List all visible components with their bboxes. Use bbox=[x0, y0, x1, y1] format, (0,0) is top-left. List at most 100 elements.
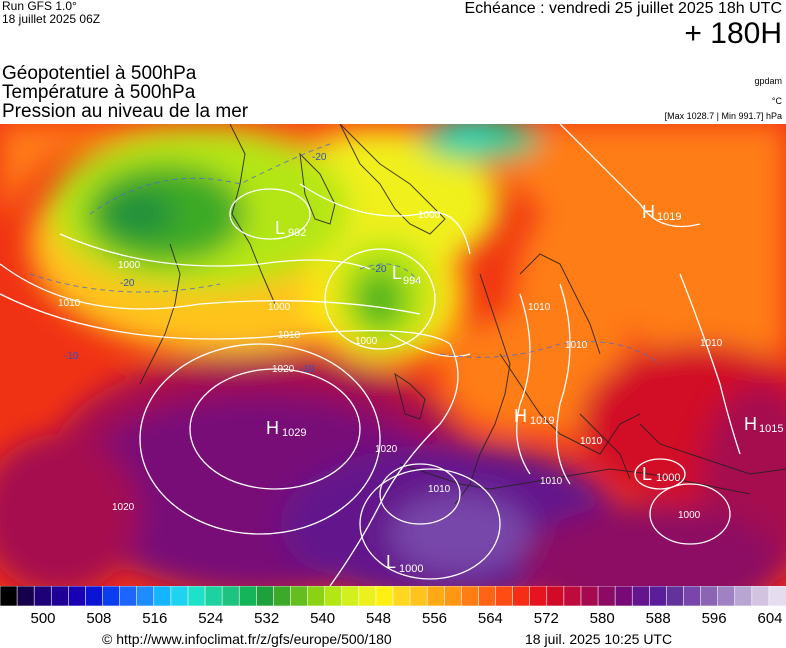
color-swatch bbox=[290, 586, 309, 606]
center-value: 992 bbox=[288, 227, 306, 239]
center-letter: H bbox=[514, 406, 527, 426]
color-swatch bbox=[16, 586, 35, 606]
isobar-label: 1010 bbox=[700, 338, 723, 349]
color-swatch bbox=[478, 586, 497, 606]
isobar-label: 1010 bbox=[58, 298, 81, 309]
run-date: 18 juillet 2025 06Z bbox=[2, 12, 101, 26]
isobar-label: 1010 bbox=[565, 340, 588, 351]
color-swatch bbox=[238, 586, 258, 606]
color-swatch bbox=[204, 586, 223, 606]
color-swatch bbox=[666, 586, 685, 606]
color-swatch bbox=[597, 586, 616, 606]
center-value: 1000 bbox=[399, 563, 423, 575]
center-letter: H bbox=[266, 418, 279, 438]
color-swatch bbox=[563, 586, 582, 606]
color-swatch bbox=[358, 586, 377, 606]
color-swatch bbox=[221, 586, 241, 606]
color-swatch bbox=[580, 586, 599, 606]
center-value: 1000 bbox=[656, 472, 680, 484]
color-swatch bbox=[307, 586, 326, 606]
color-swatch bbox=[341, 586, 360, 606]
color-scale-label: 588 bbox=[645, 610, 671, 627]
center-letter: L bbox=[642, 464, 652, 484]
color-swatch bbox=[273, 586, 292, 606]
isobar-label: 1000 bbox=[678, 510, 701, 521]
color-scale-label: 604 bbox=[757, 610, 783, 627]
isobar-label: 1020 bbox=[112, 502, 135, 513]
isobar-label: 1020 bbox=[375, 444, 398, 455]
center-value: 1019 bbox=[530, 415, 554, 427]
color-scale-label: 500 bbox=[30, 610, 56, 627]
isobar-label: 1010 bbox=[528, 302, 551, 313]
isotherm-label: -20 bbox=[372, 264, 387, 275]
center-letter: L bbox=[392, 263, 402, 283]
isotherm-label: -20 bbox=[312, 152, 327, 163]
color-swatch bbox=[648, 586, 668, 606]
isotherm-label: -10 bbox=[64, 351, 79, 362]
center-value: 1029 bbox=[282, 427, 306, 439]
isobar-labels: 1000 1000 1000 1000 1010 1010 1010 1010 … bbox=[58, 210, 723, 521]
color-swatch bbox=[495, 586, 514, 606]
color-swatch bbox=[170, 586, 189, 606]
color-swatch bbox=[461, 586, 480, 606]
color-scale-label: 540 bbox=[310, 610, 336, 627]
color-swatch bbox=[700, 586, 719, 606]
color-scale-label: 596 bbox=[701, 610, 727, 627]
isobar-label: 1020 bbox=[272, 364, 295, 375]
isobar-label: 1010 bbox=[428, 484, 451, 495]
coastlines bbox=[139, 124, 786, 505]
color-scale-label: 580 bbox=[589, 610, 615, 627]
pressure-range: [Max 1028.7 | Min 991.7] hPa bbox=[664, 111, 782, 121]
isotherm-label: -20 bbox=[120, 278, 135, 289]
color-swatch bbox=[443, 586, 463, 606]
color-swatch bbox=[392, 586, 411, 606]
temperature-isotherms bbox=[29, 143, 661, 365]
color-scale-label: 508 bbox=[86, 610, 112, 627]
credit-date: 18 juil. 2025 10:25 UTC bbox=[525, 631, 673, 647]
temperature-labels: -20 -20 -20 -10 -10 bbox=[64, 152, 387, 375]
color-swatch bbox=[50, 586, 70, 606]
color-swatch bbox=[102, 586, 121, 606]
color-swatch bbox=[68, 586, 87, 606]
center-value: 994 bbox=[403, 275, 421, 287]
isobar-label: 1010 bbox=[580, 436, 603, 447]
lead-time: + 180H bbox=[684, 17, 782, 50]
color-swatch bbox=[614, 586, 634, 606]
color-scale-label: 524 bbox=[198, 610, 224, 627]
center-value: 1015 bbox=[759, 423, 783, 435]
color-swatch bbox=[631, 586, 651, 606]
pressure-centers: H 1029 H 1019 H 1019 H 1015 L 992 L 994 … bbox=[266, 202, 783, 575]
color-scale-label: 548 bbox=[365, 610, 392, 627]
color-swatch bbox=[136, 586, 155, 606]
color-swatch bbox=[683, 586, 702, 606]
color-swatch bbox=[717, 586, 736, 606]
color-swatch bbox=[33, 586, 53, 606]
weather-map[interactable]: H 1029 H 1019 H 1019 H 1015 L 992 L 994 … bbox=[0, 124, 786, 586]
unit-temperature: °C bbox=[771, 96, 782, 106]
center-letter: L bbox=[386, 552, 396, 572]
color-swatch bbox=[0, 586, 18, 606]
color-scale-label: 556 bbox=[421, 610, 448, 627]
color-scale-label: 564 bbox=[477, 610, 503, 627]
credit-url: © http://www.infoclimat.fr/z/gfs/europe/… bbox=[102, 631, 392, 647]
center-value: 1019 bbox=[657, 211, 681, 223]
color-swatch bbox=[85, 586, 104, 606]
title-pressure: Pression au niveau de la mer bbox=[2, 101, 249, 122]
color-scale-bar bbox=[0, 586, 786, 606]
color-swatch bbox=[187, 586, 206, 606]
color-swatch bbox=[512, 586, 531, 606]
color-swatch bbox=[153, 586, 172, 606]
isobar-label: 1000 bbox=[268, 302, 291, 313]
color-swatch bbox=[768, 586, 786, 606]
color-swatch bbox=[426, 586, 446, 606]
color-scale-label: 532 bbox=[254, 610, 280, 627]
center-letter: H bbox=[744, 414, 757, 434]
center-letter: L bbox=[275, 218, 285, 238]
isobar-label: 1010 bbox=[278, 330, 301, 341]
title-geopotential: Géopotentiel à 500hPa bbox=[2, 63, 197, 84]
color-swatch bbox=[734, 586, 753, 606]
run-model: Run GFS 1.0° bbox=[2, 0, 77, 13]
color-swatch bbox=[375, 586, 394, 606]
isobar-label: 1000 bbox=[418, 210, 441, 221]
color-swatch bbox=[324, 586, 343, 606]
